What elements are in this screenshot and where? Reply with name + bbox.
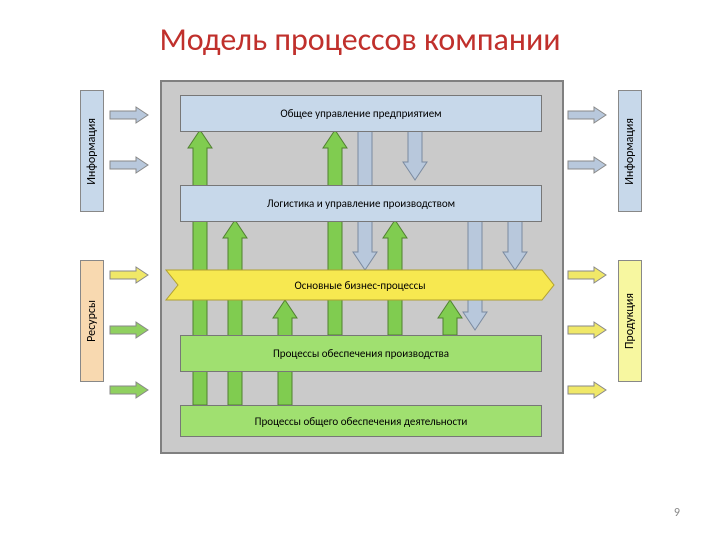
process-box-1: Логистика и управление производством [180,185,542,222]
diagram-canvas: ИнформацияРесурсыИнформацияПродукция Общ… [60,80,660,480]
up-arrow-1 [223,220,247,405]
up-arrow-3 [323,130,347,335]
down-arrow-1 [403,130,427,180]
down-arrow-3 [503,220,527,270]
io-arrow-right-2 [568,267,606,283]
up-arrow-5 [438,300,462,335]
io-arrow-right-4 [568,382,606,398]
process-box-4: Процессы общего обеспечения деятельности [180,405,542,437]
io-arrow-right-0 [568,107,606,123]
io-arrow-left-3 [110,322,148,338]
page-number: 9 [674,506,680,520]
process-box-0: Общее управление предприятием [180,95,542,132]
io-arrow-left-2 [110,267,148,283]
io-arrow-left-1 [110,157,148,173]
process-box-3: Процессы обеспечения производства [180,335,542,372]
io-arrow-right-3 [568,322,606,338]
process-box-2: Основные бизнес-процессы [166,270,554,300]
io-arrow-left-4 [110,382,148,398]
io-arrow-left-0 [110,107,148,123]
page-title: Модель процессов компании [0,0,720,59]
io-arrow-right-1 [568,157,606,173]
